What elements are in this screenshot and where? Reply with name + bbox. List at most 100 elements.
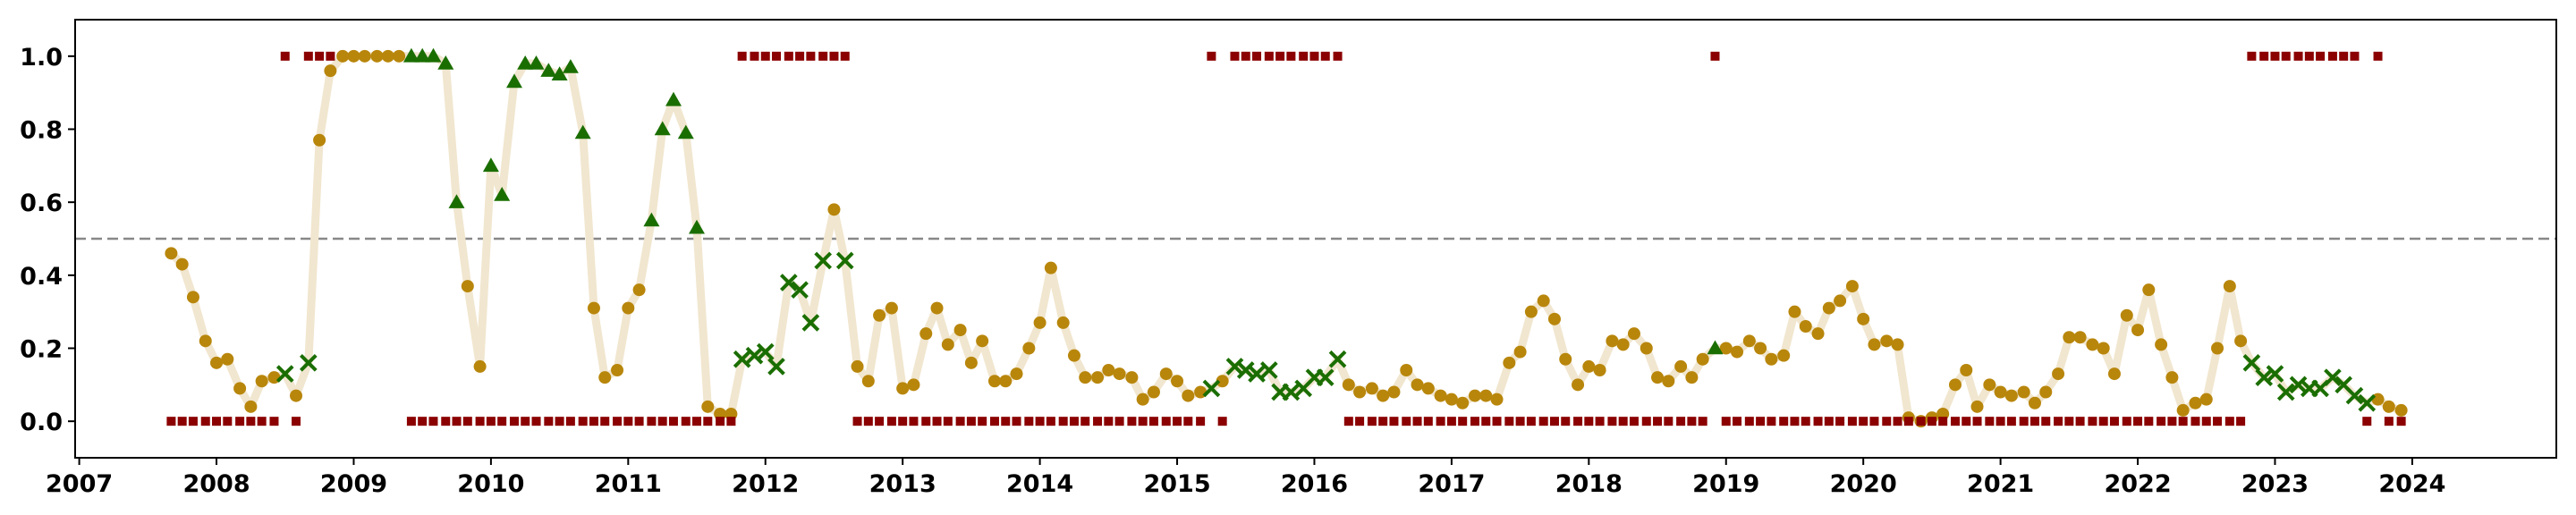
square-point <box>932 417 942 426</box>
square-point <box>1320 51 1330 61</box>
circle-point <box>186 291 199 304</box>
square-point <box>1779 417 1789 426</box>
square-point <box>1217 417 1227 426</box>
x-tick-label: 2013 <box>869 470 936 498</box>
triangle-point <box>517 55 534 70</box>
circle-point <box>1067 349 1080 362</box>
square-point <box>1767 417 1776 426</box>
circle-point <box>324 64 337 78</box>
circle-point <box>1022 342 1036 355</box>
y-tick-label: 0.6 <box>20 190 63 217</box>
square-point <box>1916 417 1926 426</box>
square-point <box>212 417 222 426</box>
square-point <box>806 51 816 61</box>
square-point <box>1847 417 1857 426</box>
square-point <box>1001 417 1011 426</box>
square-point <box>898 417 908 426</box>
square-point <box>2384 417 2394 426</box>
square-point <box>1024 417 1034 426</box>
circle-point <box>370 49 384 63</box>
circle-point <box>1434 389 1447 402</box>
circle-point <box>1216 375 1229 388</box>
x-tick-label: 2010 <box>457 470 524 498</box>
square-point <box>716 417 725 426</box>
circle-point <box>1468 389 1481 402</box>
cross-point <box>2276 383 2295 401</box>
circle-point <box>2382 400 2395 413</box>
circle-point <box>987 375 1001 388</box>
triangle-point <box>677 124 694 139</box>
circle-point <box>1811 327 1825 341</box>
square-point <box>703 417 713 426</box>
square-point <box>2281 51 2291 61</box>
square-point <box>1526 417 1536 426</box>
circle-point <box>2028 396 2041 409</box>
square-point <box>509 417 519 426</box>
triangle-point <box>402 47 419 63</box>
circle-point <box>1685 371 1699 384</box>
circle-point <box>1513 345 1527 359</box>
circle-point <box>1559 352 1572 366</box>
square-point <box>1824 417 1834 426</box>
square-point <box>1561 417 1571 426</box>
circle-point <box>1857 312 1870 325</box>
square-point <box>1801 417 1810 426</box>
triangle-point <box>574 124 591 139</box>
square-point <box>1069 417 1079 426</box>
cross-point <box>767 358 785 376</box>
circle-point <box>1353 385 1367 399</box>
square-point <box>1148 417 1158 426</box>
square-point <box>1196 417 1206 426</box>
square-point <box>852 417 862 426</box>
cross-point <box>300 354 318 372</box>
square-point <box>1264 51 1274 61</box>
square-point <box>647 417 657 426</box>
triangle-point <box>643 212 660 227</box>
square-point <box>2396 417 2406 426</box>
square-point <box>326 51 335 61</box>
circle-point <box>233 382 247 395</box>
x-tick-label: 2023 <box>2241 470 2309 498</box>
square-point <box>2201 417 2211 426</box>
square-point <box>303 51 313 61</box>
square-point <box>1333 51 1343 61</box>
circle-point <box>827 203 841 216</box>
square-point <box>1035 417 1045 426</box>
square-point <box>177 417 187 426</box>
x-tick-label: 2018 <box>1555 470 1623 498</box>
circle-point <box>976 334 989 348</box>
triangle-point <box>494 187 511 201</box>
circle-point <box>1547 312 1561 325</box>
circle-point <box>1960 364 1973 376</box>
circle-point <box>1582 359 1596 373</box>
square-point <box>2054 417 2063 426</box>
circle-point <box>290 389 303 402</box>
square-point <box>1893 417 1902 426</box>
triangle-point <box>448 194 465 208</box>
square-point <box>2088 417 2097 426</box>
square-point <box>760 51 770 61</box>
square-point <box>2064 417 2074 426</box>
cross-point <box>2301 379 2318 398</box>
circle-point <box>2211 342 2224 355</box>
square-point <box>428 417 438 426</box>
y-tick-label: 1.0 <box>20 44 63 72</box>
circle-point <box>1102 364 1115 376</box>
x-tick-label: 2008 <box>182 470 250 498</box>
square-point <box>1595 417 1605 426</box>
circle-point <box>165 247 178 260</box>
square-point <box>2133 417 2143 426</box>
cross-point <box>275 365 294 383</box>
square-point <box>578 417 588 426</box>
circle-point <box>1719 342 1733 355</box>
square-point <box>2122 417 2131 426</box>
circle-point <box>622 301 635 315</box>
circle-point <box>1754 342 1767 355</box>
square-point <box>2006 417 2016 426</box>
square-point <box>1127 417 1137 426</box>
x-tick-label: 2024 <box>2378 470 2445 498</box>
cross-point <box>1260 361 1278 379</box>
square-point <box>921 417 931 426</box>
circle-point <box>2039 385 2053 399</box>
square-point <box>2178 417 2188 426</box>
